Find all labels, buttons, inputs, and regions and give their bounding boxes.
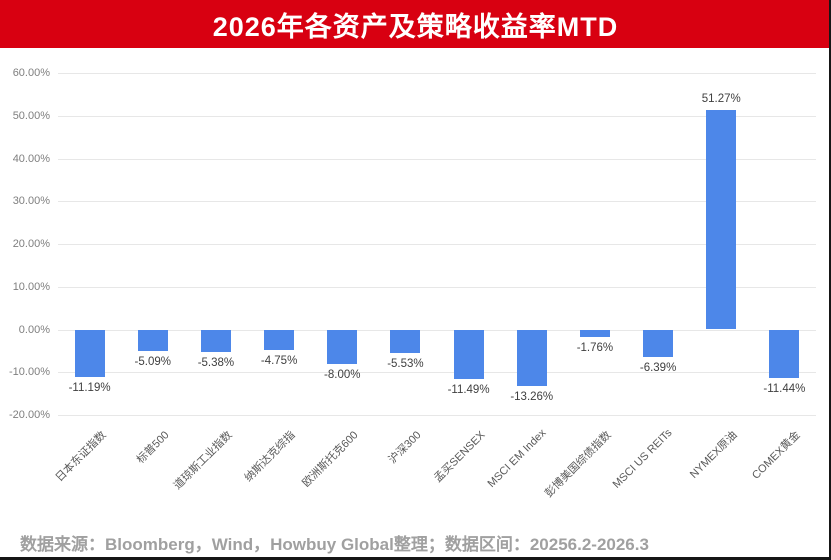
bar-value-label: -11.44% — [763, 383, 806, 396]
gridline — [58, 244, 816, 245]
x-axis-category-label: 纳斯达克综指 — [242, 429, 298, 485]
x-axis-category-label: MSCI US REITs — [610, 427, 675, 491]
y-axis-tick-label: 50.00% — [12, 109, 50, 122]
chart-title-banner: 2026年各资产及策略收益率MTD — [0, 0, 831, 48]
y-axis-tick-label: 10.00% — [12, 280, 50, 293]
x-axis-category-label: NYMEX原油 — [688, 429, 740, 481]
bar — [74, 329, 105, 378]
bar-value-label: -11.49% — [447, 383, 490, 396]
bar — [390, 329, 421, 354]
bar — [264, 329, 295, 350]
gridline — [58, 201, 816, 203]
x-axis-category-label: MSCI EM Index — [485, 427, 549, 490]
gridline — [58, 372, 816, 374]
bar — [706, 110, 737, 330]
y-axis-tick-label: 30.00% — [12, 195, 50, 208]
bar-value-label: -4.75% — [260, 354, 298, 367]
x-axis-category-label: 孟买SENSEX — [431, 429, 488, 485]
bar-value-label: -5.38% — [197, 357, 235, 370]
bar — [516, 329, 547, 387]
bar-value-label: -6.39% — [639, 361, 677, 374]
bar-value-label: -5.09% — [134, 356, 171, 369]
page-right-border — [829, 0, 831, 560]
x-axis-category-label: 标普500 — [134, 429, 172, 467]
bar-value-label: -1.76% — [576, 342, 614, 355]
gridline — [58, 115, 816, 117]
y-axis-tick-label: 40.00% — [12, 152, 50, 165]
y-axis-tick-label: 0.00% — [18, 323, 50, 336]
bar — [769, 329, 800, 379]
gridline — [58, 73, 816, 74]
gridline — [58, 329, 816, 331]
x-axis-category-label: 欧洲斯托克600 — [300, 429, 361, 490]
bar — [453, 329, 484, 379]
chart-title: 2026年各资产及策略收益率MTD — [212, 11, 619, 42]
bar — [137, 329, 168, 352]
bar-value-label: -13.26% — [510, 391, 554, 404]
source-note: 数据来源：Bloomberg，Wind，Howbuy Global整理；数据区间… — [20, 535, 649, 554]
page-bottom-border — [0, 557, 831, 560]
x-axis-category-label: 沪深300 — [386, 429, 425, 467]
y-axis-tick-label: -20.00% — [9, 409, 50, 421]
gridline — [58, 286, 816, 288]
y-axis-tick-label: -10.00% — [9, 366, 50, 379]
x-axis-category-label: 道琼斯工业指数 — [171, 429, 235, 493]
bar-value-label: -11.19% — [68, 382, 111, 395]
bar-chart: 60.00% 50.00% 40.00% 30.00% 20.00% 10.00% 0.00… — [9, 67, 816, 500]
x-axis-category-label: 彭博美国综债指数 — [542, 429, 614, 500]
bar-value-label: 51.27% — [701, 93, 741, 106]
bar — [579, 329, 610, 338]
bar — [327, 329, 358, 364]
x-axis-category-label: COMEX黄金 — [750, 429, 804, 482]
bar-value-label: -8.00% — [324, 368, 361, 381]
y-axis-tick-label: 60.00% — [12, 67, 50, 79]
gridline — [58, 158, 816, 160]
bar-value-label: -5.53% — [387, 358, 424, 371]
bar — [200, 329, 231, 353]
gridline — [58, 415, 816, 416]
y-axis-tick-label: 20.00% — [12, 238, 50, 250]
bar — [643, 329, 674, 357]
x-axis-category-label: 日本东证指数 — [53, 429, 109, 485]
